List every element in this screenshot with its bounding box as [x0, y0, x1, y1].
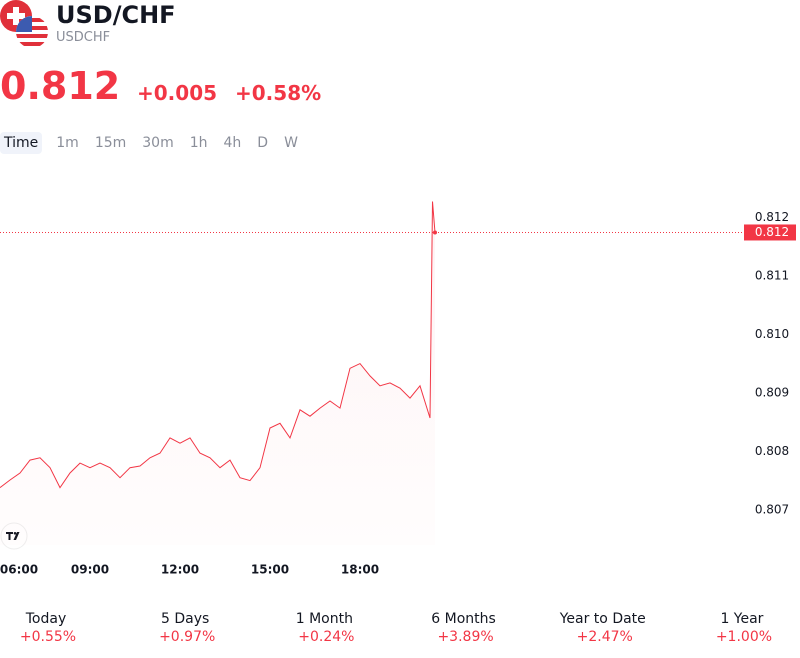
timeframe-button[interactable]: Time [0, 132, 43, 154]
timeframe-button[interactable]: D [257, 135, 269, 151]
period: 5 Days [161, 611, 210, 627]
period: 1 Month [295, 611, 353, 627]
price-line [0, 201, 436, 489]
price-tag [744, 224, 796, 241]
performance-item[interactable]: 6 Months +3.89% [416, 611, 516, 645]
timeframe-button[interactable]: 30m [142, 135, 174, 151]
x-tick-label: 06:00 [0, 563, 38, 577]
timeframes: Time 1m 15m 30m 1h 4h D W [0, 132, 306, 154]
ticker: USDCHF [56, 30, 111, 45]
change: +0.005 [137, 81, 218, 105]
period-change: +0.55% [19, 629, 77, 645]
y-tick-label: 0.807 [755, 502, 789, 516]
last-point [433, 230, 437, 235]
y-tick-label: 0.808 [755, 444, 789, 458]
timeframe-button[interactable]: 1h [189, 135, 208, 151]
price: 0.812 [0, 64, 121, 108]
performance-item[interactable]: 1 Year +1.00% [694, 611, 794, 645]
performance: Today +0.55% 5 Days +0.97% 1 Month +0.24% 6 Mo… [0, 611, 800, 645]
price-tag-label: 0.812 [755, 225, 789, 239]
performance-item[interactable]: 5 Days +0.97% [137, 611, 237, 645]
timeframe-button[interactable]: 15m [94, 135, 127, 151]
performance-item[interactable]: Year to Date +2.47% [555, 611, 655, 645]
x-tick-label: 09:00 [71, 563, 109, 577]
period: 1 Year [720, 611, 764, 627]
period-change: +3.89% [437, 629, 494, 645]
timeframe-button[interactable]: W [284, 135, 298, 151]
period-change: +1.00% [715, 629, 773, 645]
performance-item[interactable]: 1 Month +0.24% [276, 611, 376, 645]
timeframe-button[interactable]: 4h [223, 135, 242, 151]
performance-item[interactable]: Today +0.55% [0, 611, 98, 645]
x-tick-label: 12:00 [161, 563, 199, 577]
period-change: +2.47% [576, 629, 633, 645]
area [0, 201, 435, 545]
flags [0, 0, 48, 48]
y-tick-label: 0.812 [755, 210, 789, 224]
x-tick-label: 15:00 [251, 563, 289, 577]
change-pct: +0.58% [235, 81, 322, 105]
period: Year to Date [559, 611, 646, 627]
x-tick-label: 18:00 [341, 563, 379, 577]
y-tick-label: 0.811 [755, 268, 789, 282]
y-tick-label: 0.810 [755, 327, 789, 341]
period-change: +0.97% [159, 629, 216, 645]
period: Today [25, 611, 67, 627]
y-tick-label: 0.809 [755, 385, 789, 399]
timeframe-button[interactable]: 1m [56, 135, 79, 151]
symbol: USD/CHF [56, 1, 176, 29]
period: 6 Months [431, 611, 496, 627]
chart: 0.807 0.808 0.809 0.810 0.811 0.812 06:00 09:00… [0, 201, 796, 577]
period-change: +0.24% [298, 629, 355, 645]
